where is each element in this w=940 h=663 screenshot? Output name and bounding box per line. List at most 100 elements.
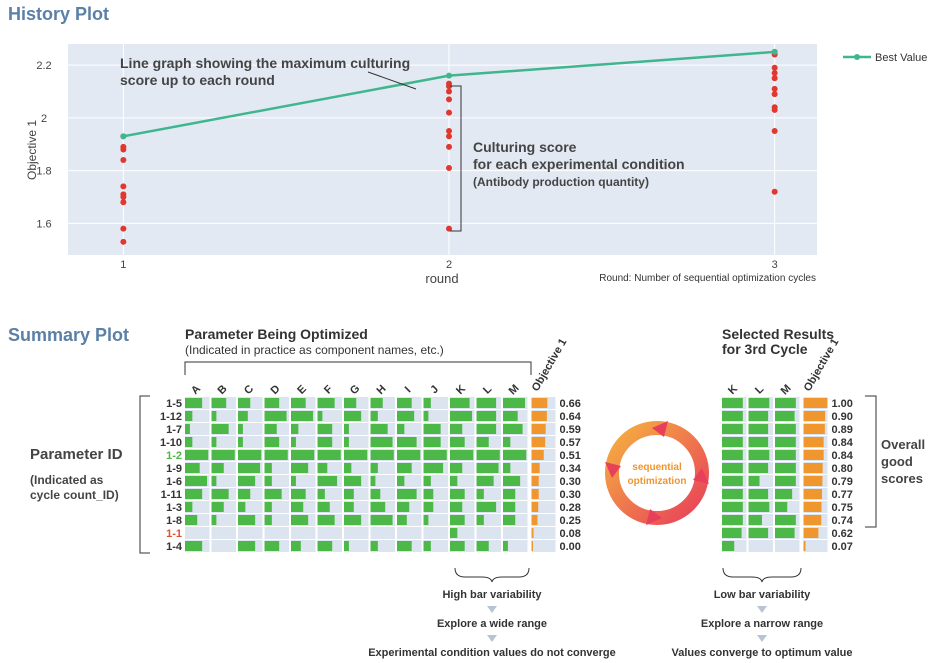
param-bar <box>423 541 431 551</box>
score-point <box>446 83 453 90</box>
param-bar <box>748 463 769 473</box>
param-bar <box>370 515 393 525</box>
param-bar <box>344 541 349 551</box>
line-note-pointer <box>367 71 417 90</box>
overall-1: Overall <box>881 437 925 452</box>
param-bar <box>344 502 354 512</box>
param-bar <box>211 437 217 447</box>
left-note-1: High bar variability <box>442 589 542 601</box>
param-bar <box>503 515 516 525</box>
score-point <box>446 225 453 232</box>
cell-bg <box>185 527 210 539</box>
param-bar <box>264 515 272 525</box>
objective-value: 0.08 <box>560 528 581 540</box>
param-bar <box>291 489 306 499</box>
param-bar <box>397 437 417 447</box>
column-header: I <box>403 385 414 396</box>
objective-bar <box>531 541 533 551</box>
left-note-3: Experimental condition values do not con… <box>368 647 616 659</box>
cell-bg <box>291 436 316 448</box>
param-bar <box>238 476 256 486</box>
column-header: L <box>753 383 766 396</box>
score-point <box>120 193 127 200</box>
param-id: 1-6 <box>166 476 182 488</box>
param-bar <box>317 411 323 421</box>
objective-value: 0.89 <box>832 424 853 436</box>
left-arrow-1 <box>487 606 497 613</box>
objective-value: 1.00 <box>832 398 853 410</box>
param-id: 1-11 <box>161 489 182 501</box>
param-bar <box>775 502 788 512</box>
objective-bar <box>531 411 547 421</box>
objective-value: 0.51 <box>560 450 581 462</box>
param-bar <box>264 450 288 460</box>
param-bar <box>450 489 465 499</box>
param-bar <box>344 398 357 408</box>
score-point <box>446 133 453 140</box>
overall-2: good <box>881 454 913 469</box>
history-y-ticks: 1.6 1.8 2 2.2 <box>36 60 51 230</box>
objective-value: 0.30 <box>560 489 581 501</box>
param-bar <box>185 541 203 551</box>
score-point <box>120 183 127 190</box>
cycle-label-2: optimization <box>628 476 687 487</box>
param-bar <box>748 424 769 434</box>
score-note-2: for each experimental condition <box>473 156 685 172</box>
param-bar <box>423 398 431 408</box>
param-bar <box>264 398 280 408</box>
param-bar <box>264 424 277 434</box>
param-bar <box>397 463 412 473</box>
param-bar <box>264 463 272 473</box>
param-bar <box>238 398 251 408</box>
selected-header-2: for 3rd Cycle <box>722 341 808 357</box>
y-axis-label: Objective 1 <box>25 120 39 180</box>
param-bar <box>423 489 434 499</box>
score-point <box>120 225 127 232</box>
param-bar <box>722 489 743 499</box>
param-bar <box>291 437 296 447</box>
objective-value: 0.62 <box>832 528 853 540</box>
y-tick-label: 2.2 <box>36 60 51 72</box>
objective-value: 0.80 <box>832 463 853 475</box>
param-bar <box>503 398 526 408</box>
param-bar <box>344 476 362 486</box>
overall-3: scores <box>881 471 923 486</box>
param-bar <box>450 528 458 538</box>
score-point <box>120 199 127 206</box>
objective-bar <box>803 437 824 447</box>
y-tick-label: 2 <box>41 113 47 125</box>
objective-value: 0.25 <box>560 515 581 527</box>
param-bar <box>317 541 333 551</box>
param-bar <box>370 437 393 447</box>
objective-bar <box>531 515 538 525</box>
column-header: B <box>216 383 230 397</box>
score-point <box>771 91 778 98</box>
param-bar <box>450 450 474 460</box>
param-bar <box>317 502 330 512</box>
param-bar <box>211 424 229 434</box>
right-arrow-1 <box>757 606 767 613</box>
objective-value: 0.84 <box>832 450 854 462</box>
cell-bg <box>423 514 448 526</box>
objective-bar <box>803 541 806 551</box>
param-bar <box>264 541 280 551</box>
round-note: Round: Number of sequential optimization… <box>599 273 816 284</box>
param-bar <box>450 411 473 421</box>
right-arrow-2 <box>757 635 767 642</box>
param-bar <box>450 476 458 486</box>
param-bar <box>423 437 441 447</box>
param-bar <box>722 541 735 551</box>
objective-value: 0.74 <box>832 515 854 527</box>
objective-bar <box>803 398 828 408</box>
param-bar <box>211 476 217 486</box>
score-point <box>771 128 778 135</box>
cell-bg <box>291 527 316 539</box>
cell-bg <box>211 436 236 448</box>
objective-cell <box>803 540 828 552</box>
score-point <box>120 157 127 164</box>
param-bar <box>185 463 200 473</box>
legend-marker <box>854 54 860 60</box>
cell-bg <box>238 436 263 448</box>
param-bar <box>344 489 354 499</box>
objective-value: 0.79 <box>832 476 853 488</box>
